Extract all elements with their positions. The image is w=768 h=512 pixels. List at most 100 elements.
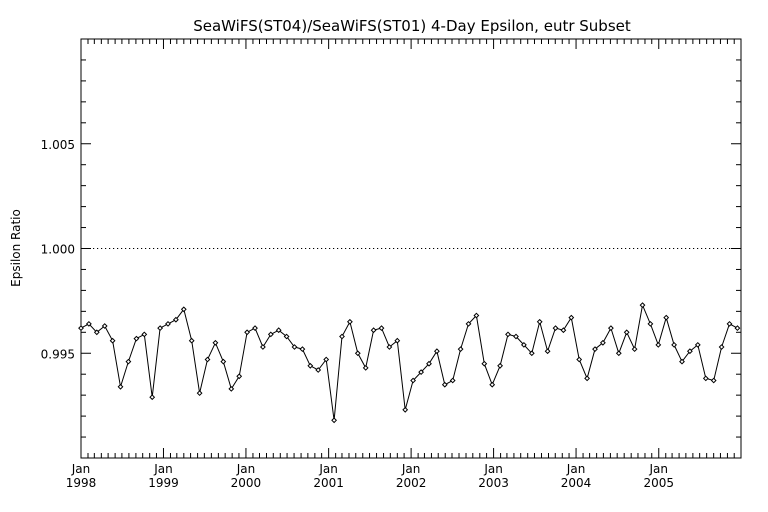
- series-group: [78, 302, 741, 424]
- data-point: [520, 341, 527, 348]
- data-point: [228, 385, 235, 392]
- x-tick-month-label: Jan: [401, 462, 421, 476]
- data-point: [734, 325, 741, 332]
- data-point: [528, 350, 535, 357]
- data-point: [378, 325, 385, 332]
- data-point: [339, 333, 345, 340]
- data-point: [671, 341, 678, 348]
- data-point: [568, 314, 575, 321]
- x-axis: Jan1998Jan1999Jan2000Jan2001Jan2002Jan20…: [66, 39, 735, 490]
- data-point: [172, 316, 179, 323]
- data-point: [410, 377, 417, 384]
- data-point: [362, 364, 369, 371]
- x-tick-year-label: 2001: [313, 476, 344, 490]
- data-point: [607, 325, 614, 332]
- data-point: [655, 341, 662, 348]
- data-point: [663, 314, 670, 321]
- data-point: [481, 360, 488, 367]
- data-point: [679, 358, 685, 365]
- data-point: [315, 367, 322, 373]
- x-tick-year-label: 2004: [561, 476, 592, 490]
- data-point: [212, 339, 219, 346]
- data-point: [505, 331, 511, 338]
- data-point: [552, 325, 559, 332]
- data-point: [694, 341, 701, 348]
- data-point: [204, 356, 211, 363]
- data-point: [386, 344, 393, 350]
- data-point: [101, 323, 108, 329]
- data-point: [267, 331, 274, 338]
- data-point: [615, 350, 622, 357]
- data-point: [418, 369, 425, 376]
- data-point: [710, 377, 717, 384]
- data-point: [252, 325, 258, 332]
- data-point: [560, 327, 567, 334]
- x-tick-month-label: Jan: [71, 462, 91, 476]
- y-tick-label: 1.000: [41, 243, 75, 257]
- data-point: [165, 320, 171, 327]
- data-point: [497, 362, 504, 369]
- data-point: [275, 327, 282, 334]
- data-point: [647, 320, 654, 327]
- data-point: [149, 394, 156, 401]
- x-tick-month-label: Jan: [566, 462, 586, 476]
- data-point: [426, 360, 432, 367]
- data-point: [457, 346, 464, 353]
- series-line: [80, 303, 738, 421]
- x-tick-month-label: Jan: [153, 462, 173, 476]
- data-point: [370, 327, 377, 334]
- y-tick-label: 1.005: [41, 138, 75, 152]
- data-point: [283, 333, 290, 340]
- x-tick-year-label: 2005: [643, 476, 674, 490]
- x-tick-month-label: Jan: [318, 462, 338, 476]
- data-point: [536, 318, 543, 325]
- data-point: [244, 329, 251, 336]
- data-point: [180, 306, 187, 313]
- data-point: [141, 331, 148, 338]
- data-point: [394, 337, 401, 344]
- data-point: [433, 348, 440, 355]
- data-point: [465, 320, 472, 327]
- y-axis-label: Epsilon Ratio: [9, 209, 23, 287]
- data-point: [78, 325, 84, 332]
- data-point: [125, 358, 132, 365]
- data-point: [307, 362, 314, 369]
- x-tick-month-label: Jan: [483, 462, 503, 476]
- data-point: [291, 344, 298, 350]
- data-point: [354, 350, 361, 357]
- data-point: [599, 339, 606, 346]
- data-point: [576, 356, 583, 363]
- data-point: [592, 346, 598, 353]
- data-point: [402, 406, 409, 413]
- data-point: [686, 348, 693, 355]
- data-point: [544, 348, 551, 355]
- data-point: [473, 312, 480, 319]
- x-tick-year-label: 2002: [396, 476, 427, 490]
- x-tick-year-label: 2000: [231, 476, 262, 490]
- x-tick-year-label: 2003: [478, 476, 509, 490]
- x-tick-month-label: Jan: [649, 462, 669, 476]
- x-tick-month-label: Jan: [236, 462, 256, 476]
- data-point: [639, 302, 646, 309]
- data-point: [623, 329, 630, 336]
- y-tick-label: 0.995: [41, 347, 75, 361]
- data-point: [346, 318, 353, 325]
- data-point: [584, 375, 591, 382]
- data-point: [93, 329, 100, 336]
- data-point: [323, 356, 330, 363]
- data-point: [85, 320, 92, 327]
- data-point: [331, 417, 338, 424]
- data-point: [196, 390, 203, 397]
- x-tick-year-label: 1998: [66, 476, 97, 490]
- data-point: [441, 381, 448, 388]
- data-point: [513, 333, 519, 340]
- data-point: [726, 320, 733, 327]
- data-point: [489, 381, 496, 388]
- data-point: [157, 325, 164, 332]
- data-point: [109, 337, 116, 344]
- data-point: [220, 358, 227, 365]
- chart-title: SeaWiFS(ST04)/SeaWiFS(ST01) 4-Day Epsilo…: [193, 17, 631, 35]
- data-point: [117, 383, 124, 390]
- data-point: [702, 375, 709, 382]
